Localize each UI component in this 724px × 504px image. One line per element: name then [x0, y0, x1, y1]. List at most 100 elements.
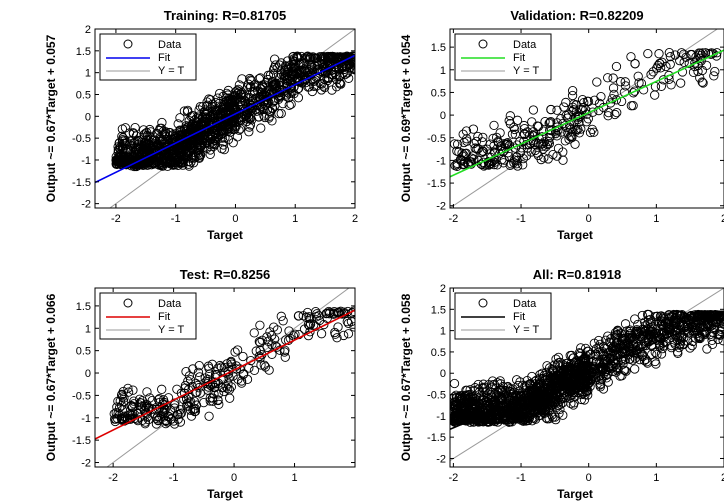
data-point	[255, 337, 265, 348]
data-point	[203, 377, 213, 387]
data-point	[111, 159, 121, 169]
data-point	[210, 105, 221, 116]
data-point	[583, 346, 593, 357]
data-point	[280, 345, 290, 355]
data-point	[606, 337, 616, 347]
data-point	[117, 405, 128, 415]
y-tick-label: 1.5	[431, 304, 446, 316]
data-point	[244, 363, 254, 373]
x-tick-label: 1	[291, 472, 297, 484]
data-point	[458, 403, 468, 413]
data-point	[489, 120, 499, 131]
data-point	[541, 373, 551, 383]
data-point	[259, 360, 269, 370]
data-point	[611, 367, 621, 377]
data-point	[304, 321, 315, 331]
data-point	[568, 353, 579, 363]
chart-title: All: R=0.81918	[533, 267, 622, 282]
data-point	[204, 411, 214, 421]
data-point	[561, 362, 571, 373]
data-point	[128, 401, 138, 412]
x-tick-label: 2	[721, 213, 724, 225]
data-point	[491, 132, 502, 143]
y-tick-label: 0.5	[76, 89, 91, 101]
data-point	[544, 136, 554, 147]
data-point	[215, 360, 225, 371]
y-tick-label: -2	[436, 453, 446, 465]
data-point	[532, 148, 542, 158]
data-point	[140, 159, 150, 169]
data-point	[217, 383, 228, 393]
data-point	[609, 89, 619, 100]
data-point	[250, 93, 260, 103]
y-tick-label: 0	[440, 368, 446, 380]
data-point	[546, 116, 556, 127]
y-tick-label: -0.5	[72, 390, 91, 402]
legend-box	[454, 33, 552, 81]
x-tick-label: -2	[448, 213, 458, 225]
data-point	[505, 111, 515, 121]
data-point	[264, 365, 274, 375]
data-point	[548, 412, 558, 422]
data-point	[512, 152, 522, 162]
data-point	[553, 352, 564, 363]
data-point	[693, 66, 703, 77]
data-point	[154, 393, 165, 404]
data-point	[136, 404, 146, 414]
data-point	[157, 117, 167, 128]
x-axis-label: Target	[557, 228, 593, 242]
data-point	[275, 60, 285, 70]
data-point	[707, 335, 717, 346]
data-point	[522, 412, 532, 422]
data-point	[466, 153, 477, 163]
data-point	[452, 139, 463, 149]
data-point	[280, 352, 290, 362]
data-point	[621, 366, 631, 376]
data-point	[608, 83, 619, 93]
data-point	[329, 307, 339, 317]
data-point	[197, 140, 207, 150]
data-point	[652, 349, 662, 360]
data-point	[256, 360, 266, 370]
data-point	[162, 136, 172, 147]
data-point	[690, 58, 700, 68]
data-point	[109, 409, 119, 419]
data-point	[561, 110, 571, 121]
data-point	[632, 325, 642, 335]
data-point	[318, 81, 329, 91]
data-point	[630, 314, 640, 324]
data-point	[153, 129, 163, 139]
data-point	[202, 113, 212, 123]
data-point	[117, 124, 128, 134]
data-point	[246, 355, 256, 366]
data-point	[525, 397, 536, 407]
y-axis-label: Output ~= 0.67*Target + 0.057	[44, 34, 58, 202]
data-point	[576, 394, 587, 405]
fit-line	[450, 312, 724, 431]
legend-identity-label: Y = T	[513, 324, 539, 336]
data-point	[626, 52, 636, 62]
data-point	[284, 100, 294, 110]
data-point	[452, 146, 462, 156]
data-point	[229, 103, 240, 113]
legend-data-label: Data	[513, 39, 537, 51]
y-tick-label: 0	[85, 111, 91, 123]
data-point	[220, 114, 230, 124]
data-point	[250, 82, 260, 92]
data-point	[550, 383, 560, 393]
data-point	[495, 376, 505, 386]
x-axis-label: Target	[207, 487, 243, 501]
data-point	[267, 349, 277, 359]
data-point	[475, 406, 485, 416]
data-point	[690, 310, 700, 320]
data-point	[559, 385, 569, 395]
data-point	[656, 81, 667, 91]
legend-identity-label: Y = T	[158, 65, 184, 77]
y-tick-label: -1.5	[427, 432, 446, 444]
data-point	[118, 386, 129, 397]
x-tick-label: -1	[171, 213, 181, 225]
data-point	[162, 154, 172, 164]
data-point	[479, 392, 489, 403]
